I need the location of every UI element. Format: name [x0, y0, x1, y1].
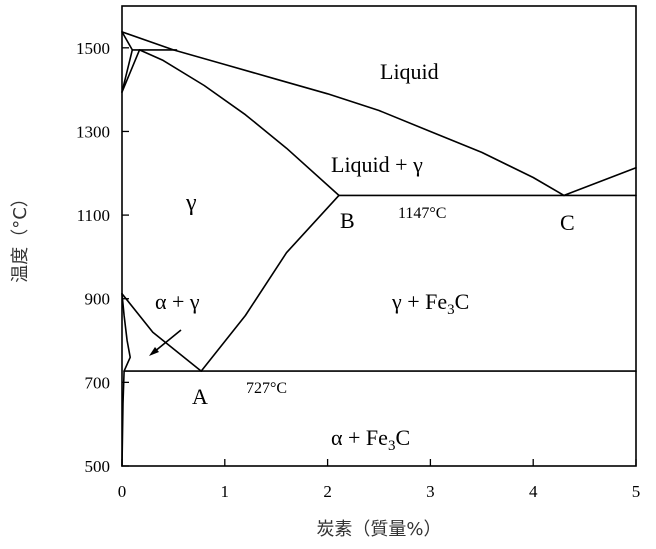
gamma-fe3c-main: γ + Fe	[391, 289, 447, 314]
a3-alpha-boundary-line	[121, 292, 131, 372]
x-axis-title: 炭素（質量%）	[316, 519, 441, 540]
liquidus-right-line	[563, 167, 637, 197]
alpha-fe3c-tail: C	[395, 425, 410, 450]
delta-lower-line	[121, 49, 134, 93]
eutectic-temp-annotation: 1147°C	[398, 205, 446, 222]
region-label-liquid-gamma: Liquid + γ	[331, 152, 423, 177]
x-tick-label: 3	[426, 482, 435, 501]
region-label-alpha-fe3c: α + Fe3C	[331, 425, 410, 454]
x-tick-label: 4	[529, 482, 538, 501]
x-tick-label: 1	[221, 482, 230, 501]
region-label-liquid: Liquid	[380, 59, 439, 84]
delta-right-line	[121, 49, 141, 93]
plot-frame	[121, 5, 637, 467]
delta-left-line	[121, 31, 134, 51]
point-label-a: A	[192, 384, 208, 409]
liquidus-left-line	[121, 31, 565, 197]
y-axis-title: 温度（°C）	[10, 189, 31, 283]
y-tick-label: 1500	[76, 39, 110, 58]
x-axis: 0 1 2 3 4 5	[118, 459, 641, 501]
alpha-fe3c-main: α + Fe	[331, 425, 388, 450]
gamma-fe3c-tail: C	[455, 289, 470, 314]
y-tick-label: 700	[85, 373, 111, 392]
point-label-b: B	[340, 208, 355, 233]
acm-line-line	[200, 194, 340, 372]
y-tick-label: 1100	[77, 206, 110, 225]
y-tick-label: 900	[85, 290, 111, 309]
a3-line-line	[121, 292, 202, 372]
region-label-gamma-fe3c: γ + Fe3C	[391, 289, 469, 318]
y-axis: 500 700 900 1100 1300 1500	[76, 39, 129, 476]
region-label-alpha-gamma: α + γ	[155, 289, 200, 314]
alpha-fe3c-subscript: 3	[388, 438, 396, 454]
y-tick-label: 500	[85, 457, 111, 476]
x-tick-label: 0	[118, 482, 127, 501]
y-tick-label: 1300	[76, 122, 110, 141]
eutectoid-temp-annotation: 727°C	[246, 380, 287, 397]
gamma-fe3c-subscript: 3	[447, 302, 455, 318]
alpha-gamma-pointer-arrow	[149, 329, 182, 356]
x-tick-label: 2	[323, 482, 332, 501]
point-label-c: C	[560, 210, 575, 235]
x-tick-label: 5	[632, 482, 641, 501]
region-label-gamma: γ	[185, 190, 197, 216]
solidus-line	[138, 49, 340, 197]
phase-lines	[121, 31, 637, 467]
